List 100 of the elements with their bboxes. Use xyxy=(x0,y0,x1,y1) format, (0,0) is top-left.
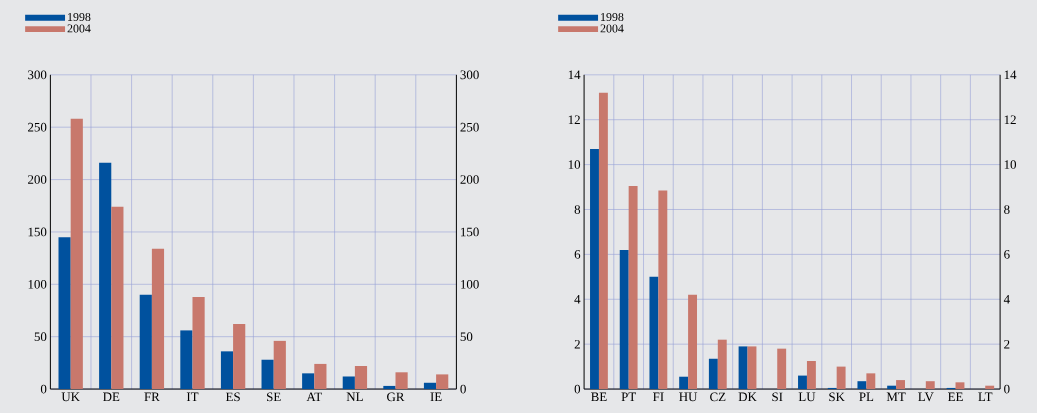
y2-tick-label: 200 xyxy=(460,175,479,184)
bar xyxy=(151,248,165,390)
y2-tick-label: 50 xyxy=(460,332,473,342)
bar xyxy=(590,148,599,390)
y-tick-label: 4 xyxy=(574,295,581,304)
bar xyxy=(436,374,449,390)
y-tick-label: 250 xyxy=(28,122,47,132)
y-tick-label: 200 xyxy=(28,175,47,184)
x-tick-label: LU xyxy=(798,392,816,402)
x-tick-label: MT xyxy=(886,392,906,402)
bar xyxy=(139,294,152,390)
legend-label: 1998 xyxy=(68,13,91,22)
y-tick-label: 6 xyxy=(574,250,581,259)
x-tick-label: IT xyxy=(186,392,199,402)
x-tick-label: NL xyxy=(346,392,363,402)
y-tick-label: 0 xyxy=(574,384,581,394)
bar xyxy=(658,190,668,390)
x-tick-label: ES xyxy=(225,392,240,402)
bar xyxy=(598,92,608,390)
x-tick-label: LV xyxy=(918,392,934,402)
y2-tick-label: 100 xyxy=(461,279,479,289)
bar xyxy=(261,359,274,390)
y-tick-label: 12 xyxy=(568,115,580,124)
x-tick-label: EE xyxy=(948,392,963,402)
bar xyxy=(806,361,816,390)
x-tick-label: FI xyxy=(653,392,664,402)
bar xyxy=(423,382,437,390)
y2-tick-label: 0 xyxy=(1004,384,1010,394)
y-tick-label: 50 xyxy=(34,332,47,342)
y2-tick-label: 6 xyxy=(1004,250,1010,259)
x-tick-label: BE xyxy=(591,392,607,402)
y-tick-label: 100 xyxy=(28,279,47,289)
y2-tick-label: 4 xyxy=(1003,295,1010,304)
bar xyxy=(985,385,995,390)
bar xyxy=(342,376,355,390)
y-tick-label: 300 xyxy=(28,70,47,80)
y2-tick-label: 8 xyxy=(1004,205,1010,214)
x-tick-label: PL xyxy=(859,392,874,402)
y2-tick-label: 2 xyxy=(1004,339,1010,349)
bar xyxy=(955,382,965,390)
bar xyxy=(383,385,396,390)
bar xyxy=(395,372,408,390)
bar xyxy=(688,294,698,390)
x-tick-label: HU xyxy=(679,392,698,402)
bar xyxy=(302,373,315,390)
bar xyxy=(708,358,718,390)
bar xyxy=(925,381,935,390)
x-tick-label: AT xyxy=(306,392,322,402)
y2-tick-label: 12 xyxy=(1004,115,1016,124)
bar xyxy=(866,373,876,390)
bar xyxy=(192,296,205,390)
x-tick-label: PT xyxy=(621,392,636,402)
x-tick-label: DE xyxy=(103,392,120,402)
bar xyxy=(836,366,846,390)
x-tick-label: SK xyxy=(829,392,845,402)
y-tick-label: 0 xyxy=(40,384,47,394)
bar xyxy=(747,346,757,390)
x-tick-label: CZ xyxy=(710,392,726,402)
bar xyxy=(220,351,234,390)
bar xyxy=(619,249,629,390)
x-tick-label: LT xyxy=(978,392,993,402)
x-tick-label: IE xyxy=(430,392,442,402)
x-tick-label: SI xyxy=(772,392,783,402)
bar xyxy=(314,363,327,390)
bar xyxy=(99,162,112,390)
x-tick-label: SE xyxy=(267,392,281,402)
bar xyxy=(717,339,727,390)
legend-label: 2004 xyxy=(67,24,91,33)
y-tick-label: 10 xyxy=(568,160,581,169)
y-tick-label: 2 xyxy=(574,339,580,349)
x-tick-label: DK xyxy=(738,392,757,402)
x-tick-label: UK xyxy=(61,392,80,402)
x-tick-label: FR xyxy=(144,392,160,402)
legend-label: 1998 xyxy=(601,13,624,22)
bar xyxy=(58,237,71,390)
x-tick-label: GR xyxy=(387,392,405,402)
y2-tick-label: 300 xyxy=(460,70,479,80)
y-tick-label: 8 xyxy=(574,205,581,214)
y2-tick-label: 14 xyxy=(1004,70,1017,80)
y2-tick-label: 10 xyxy=(1004,160,1017,169)
bar xyxy=(777,348,787,390)
bar xyxy=(354,366,368,390)
y-tick-label: 150 xyxy=(28,227,47,237)
bar xyxy=(70,118,83,390)
bar xyxy=(233,324,246,390)
bar xyxy=(649,276,659,390)
y2-tick-label: 250 xyxy=(460,122,479,132)
bar xyxy=(628,185,638,390)
bar xyxy=(679,376,689,390)
bar xyxy=(896,380,906,390)
bar xyxy=(111,206,124,390)
y2-tick-label: 150 xyxy=(461,227,479,237)
legend-label: 2004 xyxy=(600,24,624,33)
y2-tick-label: 0 xyxy=(460,384,466,394)
bar xyxy=(798,375,807,390)
bar xyxy=(887,385,897,390)
y-tick-label: 14 xyxy=(568,70,581,80)
bar xyxy=(273,340,286,390)
bar xyxy=(857,381,867,390)
bar xyxy=(180,330,193,390)
